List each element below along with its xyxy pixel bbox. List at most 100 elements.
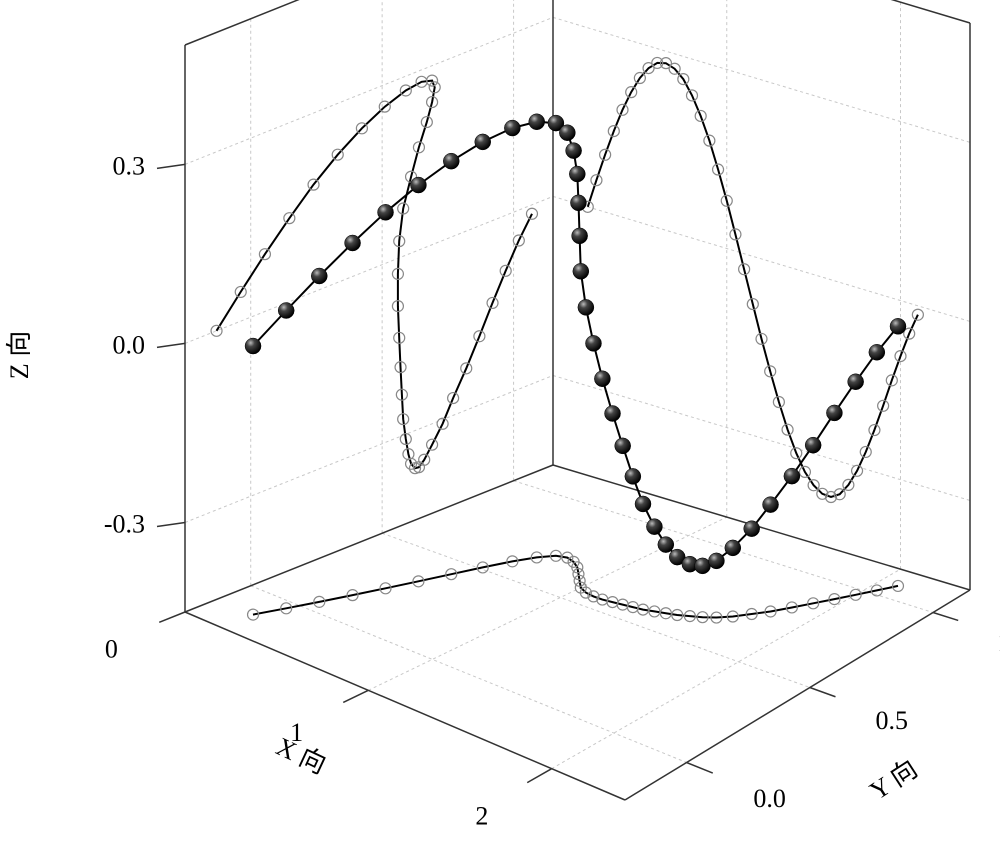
xz-projection-marker bbox=[729, 228, 742, 241]
curve-point bbox=[708, 552, 725, 570]
yz-projection-marker bbox=[473, 330, 486, 343]
curve-point bbox=[694, 557, 711, 575]
yz-projection-marker bbox=[393, 331, 406, 344]
xy-projection-marker bbox=[579, 586, 592, 599]
yz-projection-marker bbox=[234, 285, 247, 299]
curve-point bbox=[826, 404, 843, 422]
xy-projection-marker bbox=[476, 561, 489, 574]
yz-projection-marker bbox=[418, 453, 431, 466]
y-tick-label: 0.0 bbox=[753, 784, 786, 813]
curve-point bbox=[565, 142, 582, 159]
grid-line bbox=[250, 585, 687, 763]
xz-projection-marker bbox=[790, 447, 803, 460]
xy-projection-marker bbox=[659, 607, 672, 620]
curve-point bbox=[277, 302, 295, 319]
xz-projection-marker bbox=[659, 57, 673, 70]
xz-projection-marker bbox=[738, 263, 751, 276]
xy-projection-marker bbox=[571, 561, 584, 574]
curve-point bbox=[443, 152, 460, 170]
curve-point bbox=[743, 520, 760, 537]
yz-projection-marker bbox=[447, 391, 460, 405]
xy-projection-marker bbox=[572, 567, 585, 581]
curve-point bbox=[528, 113, 545, 131]
box-edge bbox=[184, 464, 554, 613]
xz-projection-marker bbox=[894, 349, 907, 363]
xz-projection-marker bbox=[868, 423, 881, 437]
curve-point bbox=[311, 267, 328, 285]
xy-projection-marker bbox=[891, 579, 905, 593]
xy-projection-marker bbox=[849, 588, 862, 601]
xy-projection-marker bbox=[807, 597, 820, 610]
yz-projection-marker bbox=[307, 178, 320, 191]
xy-projection-marker bbox=[412, 575, 425, 588]
yz-projection-marker bbox=[283, 212, 296, 225]
box-edge bbox=[552, 464, 971, 591]
yz-projection-marker bbox=[486, 296, 499, 310]
xy-projection-marker bbox=[870, 584, 883, 597]
x-tick-label: 2 bbox=[475, 802, 488, 831]
xz-projection-marker bbox=[607, 124, 620, 138]
xz-projection-marker bbox=[711, 163, 725, 176]
yz-projection-marker bbox=[399, 84, 412, 97]
curve-point bbox=[571, 227, 588, 245]
yz-projection-marker bbox=[395, 388, 408, 401]
xz-projection-marker bbox=[807, 479, 820, 492]
curve-point bbox=[847, 373, 864, 390]
curve-point bbox=[646, 518, 663, 535]
grid-line bbox=[513, 480, 934, 613]
x-tick-label: 1 bbox=[290, 718, 303, 747]
yz-projection-marker bbox=[425, 74, 439, 87]
xz-projection-marker bbox=[625, 86, 638, 99]
curve-point bbox=[377, 204, 394, 221]
grid-line bbox=[551, 568, 901, 770]
curve-point bbox=[668, 548, 686, 566]
y-tick-label: 0.5 bbox=[875, 706, 908, 735]
grid-line bbox=[552, 195, 971, 322]
xz-projection-marker bbox=[824, 490, 838, 504]
yz-projection-marker bbox=[378, 100, 391, 113]
xy-projection-marker bbox=[587, 590, 600, 603]
xy-projection-marker bbox=[785, 601, 798, 614]
xz-projection-marker bbox=[668, 62, 681, 75]
xy-projection-marker bbox=[530, 551, 543, 564]
z-tick bbox=[156, 342, 186, 349]
x-tick bbox=[526, 768, 553, 784]
curve-point bbox=[244, 337, 262, 355]
grid-line bbox=[381, 532, 810, 688]
xy-projection-marker bbox=[445, 568, 458, 581]
xz-projection-marker bbox=[772, 395, 785, 409]
curve-point bbox=[634, 495, 652, 513]
z-tick-label: 0.3 bbox=[113, 151, 146, 180]
z-tick bbox=[156, 521, 186, 528]
yz-projection-marker bbox=[412, 141, 426, 154]
curve-point bbox=[570, 194, 587, 212]
curve-point bbox=[604, 405, 621, 422]
xy-projection-marker bbox=[683, 610, 696, 623]
xz-projection-marker bbox=[781, 423, 794, 436]
xy-projection-marker bbox=[549, 549, 563, 562]
curve-point bbox=[762, 496, 779, 513]
xy-projection-marker bbox=[726, 610, 739, 623]
xz-projection-marker bbox=[764, 365, 777, 378]
xz-projection-marker bbox=[798, 465, 812, 478]
curve-point bbox=[614, 437, 631, 455]
z-tick-label: 0.0 bbox=[113, 330, 146, 359]
curve-point bbox=[504, 119, 521, 137]
yz-projection-marker bbox=[391, 267, 405, 280]
xz-projection-marker bbox=[859, 445, 872, 459]
xy-projection-marker bbox=[313, 595, 326, 608]
yz-projection-marker bbox=[420, 115, 433, 129]
axis-line bbox=[184, 611, 626, 801]
curve-point bbox=[868, 344, 886, 361]
xy-projection-marker bbox=[346, 589, 359, 602]
xz-projection-marker bbox=[694, 109, 707, 123]
xz-projection-marker bbox=[590, 174, 603, 187]
y-tick bbox=[809, 686, 836, 698]
yz-projection-marker bbox=[397, 202, 410, 215]
xy-projection-marker bbox=[648, 605, 661, 618]
xy-projection-marker bbox=[573, 574, 586, 587]
xz-projection-marker bbox=[746, 297, 759, 311]
y-axis-title: Y 向 bbox=[865, 754, 923, 806]
